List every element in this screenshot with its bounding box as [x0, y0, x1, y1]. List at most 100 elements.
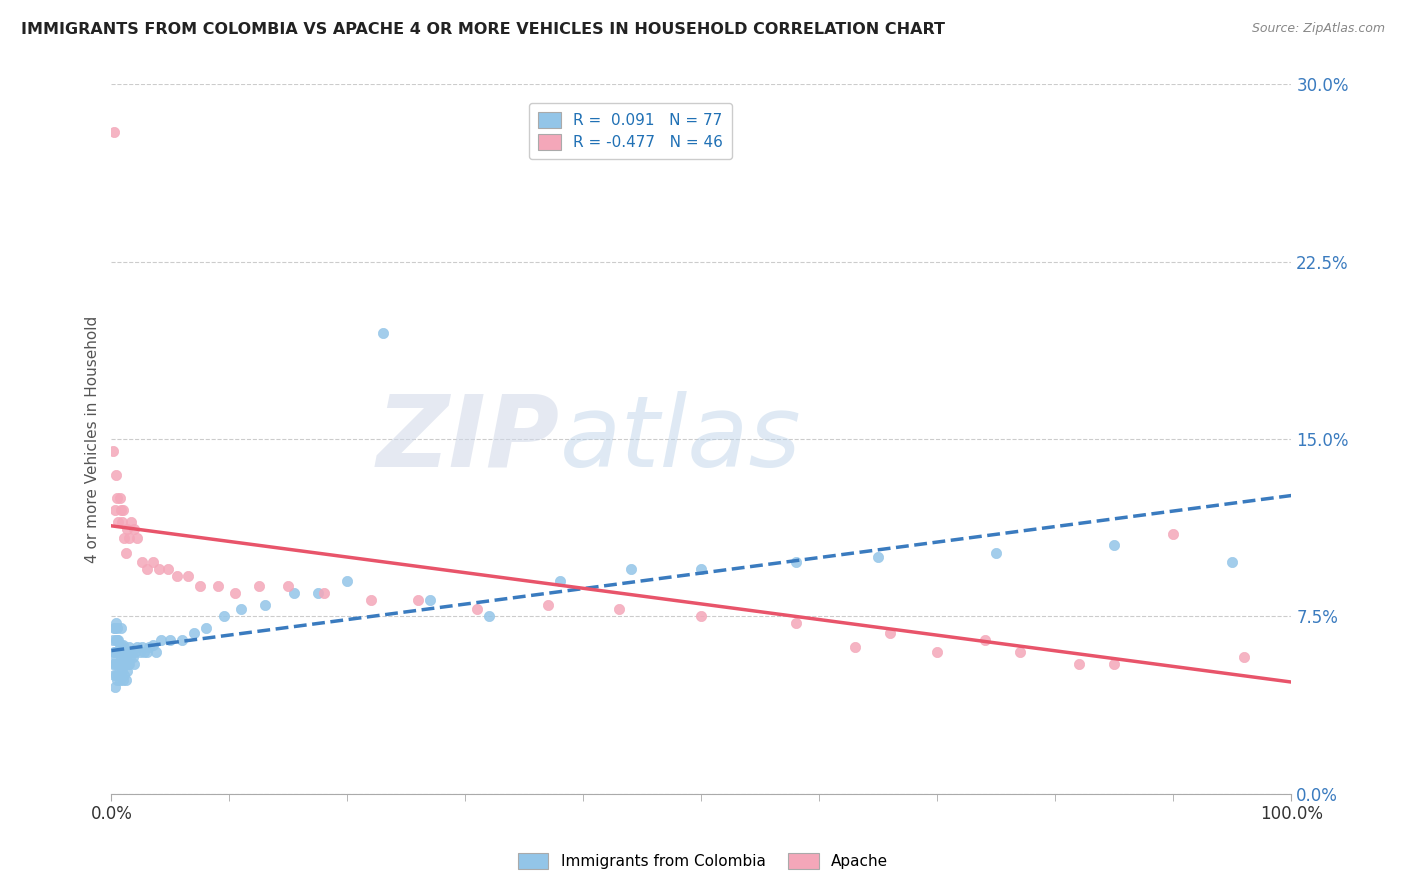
- Point: [127, 640, 149, 654]
- Point: [101, 657, 124, 671]
- Point: [312, 585, 335, 599]
- Point: [973, 632, 995, 647]
- Point: [105, 616, 128, 631]
- Point: [253, 598, 276, 612]
- Point: [122, 657, 145, 671]
- Point: [1104, 538, 1126, 552]
- Point: [157, 562, 180, 576]
- Point: [690, 562, 713, 576]
- Point: [107, 668, 129, 682]
- Point: [105, 632, 128, 647]
- Point: [114, 545, 136, 559]
- Point: [118, 640, 141, 654]
- Point: [231, 602, 253, 616]
- Point: [127, 532, 149, 546]
- Point: [135, 562, 157, 576]
- Point: [112, 503, 135, 517]
- Point: [207, 579, 229, 593]
- Point: [110, 649, 132, 664]
- Point: [112, 532, 135, 546]
- Point: [114, 673, 136, 688]
- Point: [785, 616, 807, 631]
- Point: [188, 579, 211, 593]
- Point: [122, 522, 145, 536]
- Point: [108, 640, 131, 654]
- Point: [135, 645, 157, 659]
- Point: [103, 621, 125, 635]
- Point: [172, 632, 194, 647]
- Point: [105, 632, 128, 647]
- Point: [277, 579, 299, 593]
- Point: [212, 609, 235, 624]
- Point: [104, 645, 127, 659]
- Point: [107, 515, 129, 529]
- Point: [118, 532, 141, 546]
- Point: [1008, 645, 1031, 659]
- Text: Source: ZipAtlas.com: Source: ZipAtlas.com: [1251, 22, 1385, 36]
- Point: [103, 125, 125, 139]
- Point: [105, 649, 128, 664]
- Point: [107, 632, 129, 647]
- Point: [690, 609, 713, 624]
- Point: [101, 443, 124, 458]
- Point: [121, 645, 143, 659]
- Point: [224, 585, 246, 599]
- Point: [112, 649, 135, 664]
- Point: [548, 574, 571, 588]
- Point: [114, 649, 136, 664]
- Point: [537, 598, 560, 612]
- Point: [111, 664, 134, 678]
- Point: [844, 640, 866, 654]
- Point: [110, 503, 132, 517]
- Point: [138, 640, 160, 654]
- Point: [927, 645, 949, 659]
- Text: atlas: atlas: [560, 391, 801, 488]
- Point: [110, 668, 132, 682]
- Point: [986, 545, 1008, 559]
- Point: [148, 562, 170, 576]
- Text: IMMIGRANTS FROM COLOMBIA VS APACHE 4 OR MORE VEHICLES IN HOUSEHOLD CORRELATION C: IMMIGRANTS FROM COLOMBIA VS APACHE 4 OR …: [21, 22, 945, 37]
- Point: [108, 491, 131, 505]
- Point: [107, 657, 129, 671]
- Point: [103, 645, 125, 659]
- Point: [128, 645, 150, 659]
- Point: [1163, 526, 1185, 541]
- Point: [103, 668, 125, 682]
- Point: [183, 626, 205, 640]
- Point: [118, 657, 141, 671]
- Point: [121, 649, 143, 664]
- Point: [108, 673, 131, 688]
- Point: [607, 602, 630, 616]
- Point: [307, 585, 329, 599]
- Point: [112, 657, 135, 671]
- Point: [166, 569, 188, 583]
- Point: [131, 555, 153, 569]
- Point: [336, 574, 359, 588]
- Point: [478, 609, 501, 624]
- Point: [111, 645, 134, 659]
- Point: [868, 550, 890, 565]
- Point: [1220, 555, 1243, 569]
- Point: [283, 585, 305, 599]
- Point: [104, 681, 127, 695]
- Point: [115, 522, 138, 536]
- Point: [360, 592, 382, 607]
- Point: [105, 467, 128, 482]
- Point: [465, 602, 488, 616]
- Point: [120, 649, 142, 664]
- Point: [105, 668, 128, 682]
- Y-axis label: 4 or more Vehicles in Household: 4 or more Vehicles in Household: [86, 316, 100, 563]
- Text: ZIP: ZIP: [377, 391, 560, 488]
- Point: [879, 626, 901, 640]
- Point: [105, 673, 128, 688]
- Point: [110, 638, 132, 652]
- Point: [104, 503, 127, 517]
- Point: [105, 491, 128, 505]
- Point: [117, 657, 139, 671]
- Point: [115, 664, 138, 678]
- Point: [247, 579, 270, 593]
- Point: [108, 657, 131, 671]
- Point: [121, 515, 143, 529]
- Point: [142, 638, 165, 652]
- Point: [619, 562, 641, 576]
